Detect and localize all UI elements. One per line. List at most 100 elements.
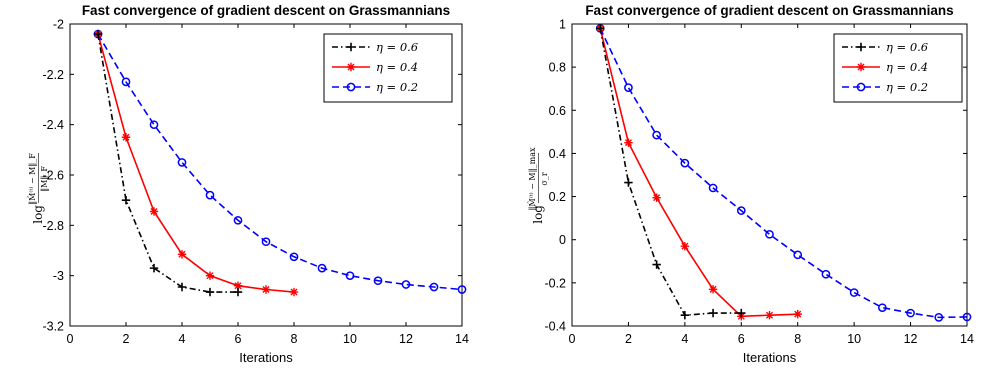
x-tick-label: 10 <box>343 332 357 346</box>
data-point-asterisk <box>652 193 661 202</box>
data-point-circle <box>624 83 633 92</box>
x-tick-label: 14 <box>960 332 974 346</box>
y-tick-label: -2 <box>53 18 64 32</box>
legend-item: η = 0.2 <box>332 80 418 94</box>
legend-label: η = 0.6 <box>886 40 928 54</box>
data-point-asterisk <box>261 285 271 294</box>
data-point-plus <box>708 308 718 318</box>
y-tick-label: 0.8 <box>549 61 566 75</box>
legend-label: η = 0.4 <box>886 60 928 74</box>
y-tick-label: 0.2 <box>549 190 566 204</box>
data-point-plus <box>121 195 131 205</box>
legend-item: η = 0.4 <box>842 60 928 74</box>
x-tick-label: 2 <box>625 332 632 346</box>
data-point-asterisk <box>233 281 243 290</box>
x-tick-label: 8 <box>291 332 298 346</box>
data-point-asterisk <box>177 250 187 259</box>
data-point-circle <box>962 312 972 322</box>
data-point-circle <box>708 183 718 193</box>
legend-box <box>323 33 453 103</box>
data-point-circle <box>680 158 690 168</box>
legend-marker-circle <box>856 82 866 92</box>
legend-marker-asterisk <box>856 62 866 72</box>
x-tick-label: 6 <box>235 332 242 346</box>
data-point-plus <box>93 29 103 39</box>
data-point-asterisk <box>121 133 131 142</box>
x-tick-label: 12 <box>399 332 413 346</box>
y-tick-label: 0.6 <box>549 104 566 118</box>
data-point-asterisk <box>624 138 633 147</box>
y-axis-label-numerator: ‖M̂⁽ᵗ⁾ − M‖_max <box>528 147 537 210</box>
data-point-circle <box>149 120 159 130</box>
series-path <box>599 28 798 318</box>
data-point-circle <box>793 250 803 260</box>
data-point-circle <box>849 288 859 297</box>
data-point-circle <box>934 313 944 322</box>
series-path <box>97 33 238 293</box>
y-axis-label: log‖M̂⁽ᵗ⁾ − M‖_F ‖M‖_F <box>28 153 49 224</box>
series-path <box>97 33 463 291</box>
y-tick-label: -2.6 <box>42 169 64 183</box>
data-point-plus <box>652 260 661 269</box>
data-point-asterisk <box>765 311 774 320</box>
data-point-circle <box>429 282 439 292</box>
data-point-plus <box>737 308 746 318</box>
data-point-circle <box>736 206 746 215</box>
x-axis-label: Iterations <box>239 350 293 365</box>
legend-marker-circle <box>346 82 356 92</box>
x-tick-label: 8 <box>794 332 801 346</box>
data-point-circle <box>373 276 383 286</box>
x-tick-label: 10 <box>847 332 861 346</box>
series-path <box>599 28 742 317</box>
series-plus-line <box>93 29 243 297</box>
legend: η = 0.6 η = 0.4 η = 0.2 <box>833 33 963 103</box>
x-axis-label: Iterations <box>743 350 797 365</box>
y-axis-label-denominator: ‖M‖_F <box>40 166 49 192</box>
data-point-circle <box>906 308 915 318</box>
legend-label: η = 0.4 <box>376 60 418 74</box>
data-point-circle <box>652 130 661 140</box>
data-point-circle <box>177 158 187 167</box>
y-axis-label-denominator: σ_r <box>540 172 549 185</box>
chart-title: Fast convergence of gradient descent on … <box>82 3 450 18</box>
data-point-circle <box>233 215 243 225</box>
y-axis-label-log: log <box>531 205 545 224</box>
data-point-circle <box>878 303 887 313</box>
data-point-circle <box>457 285 467 294</box>
x-tick-label: 2 <box>123 332 130 346</box>
chart-title: Fast convergence of gradient descent on … <box>585 3 953 18</box>
data-point-circle <box>821 269 831 279</box>
legend-item: η = 0.6 <box>842 40 928 54</box>
data-point-circle <box>121 77 131 87</box>
legend-marker-plus <box>346 42 356 52</box>
legend-item: η = 0.6 <box>332 40 418 54</box>
legend-item: η = 0.4 <box>332 60 418 74</box>
data-point-circle <box>765 229 774 239</box>
data-point-circle <box>261 237 271 247</box>
x-tick-label: 4 <box>179 332 186 346</box>
data-point-circle <box>205 190 215 200</box>
y-tick-label: -3 <box>53 269 64 283</box>
x-tick-label: 0 <box>569 332 576 346</box>
y-tick-label: -0.2 <box>544 276 566 290</box>
x-tick-label: 14 <box>455 332 469 346</box>
data-point-asterisk <box>708 285 718 294</box>
y-axis-label-numerator: ‖M̂⁽ᵗ⁾ − M‖_F <box>28 153 37 205</box>
y-tick-label: 1 <box>559 18 566 32</box>
y-tick-label: -2.2 <box>42 68 64 82</box>
y-tick-label: 0.4 <box>549 147 566 161</box>
data-point-asterisk <box>793 309 802 319</box>
data-point-asterisk <box>680 241 690 251</box>
y-tick-label: -2.4 <box>42 118 64 132</box>
series-path <box>97 33 295 293</box>
legend-label: η = 0.2 <box>376 80 418 94</box>
data-point-asterisk <box>149 207 159 216</box>
series-path <box>599 27 968 319</box>
legend-item: η = 0.2 <box>842 80 928 94</box>
data-point-circle <box>401 280 411 289</box>
data-point-asterisk <box>205 271 215 280</box>
data-point-plus <box>596 24 605 33</box>
data-point-plus <box>177 282 187 292</box>
data-point-plus <box>233 287 243 297</box>
